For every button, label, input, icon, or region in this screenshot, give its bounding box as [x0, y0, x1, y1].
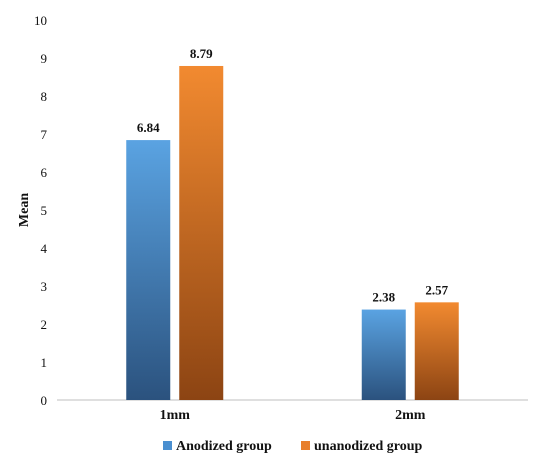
- y-tick-label: 3: [41, 279, 48, 294]
- legend: Anodized group unanodized group: [163, 439, 422, 454]
- legend-label-anodized: Anodized group: [176, 439, 272, 454]
- bar-series1-2mm: [414, 302, 459, 400]
- data-label: 8.79: [190, 46, 213, 61]
- bar-series0-2mm: [361, 309, 406, 400]
- y-tick-label: 2: [41, 317, 48, 332]
- y-tick-label: 7: [41, 127, 48, 142]
- y-axis-title: Mean: [17, 193, 32, 227]
- legend-swatch-anodized: [163, 441, 172, 450]
- x-axis-ticks: 1mm 2mm: [160, 408, 426, 423]
- legend-swatch-unanodized: [301, 441, 310, 450]
- y-tick-label: 4: [41, 241, 48, 256]
- bar-series1-1mm: [179, 65, 224, 400]
- x-tick-label: 2mm: [395, 408, 426, 423]
- y-tick-label: 6: [41, 165, 48, 180]
- x-tick-label: 1mm: [160, 408, 191, 423]
- y-tick-label: 1: [41, 355, 48, 370]
- y-tick-label: 0: [41, 393, 48, 408]
- y-tick-label: 9: [41, 51, 48, 66]
- y-tick-label: 5: [41, 203, 48, 218]
- y-tick-label: 10: [34, 13, 47, 28]
- data-label: 2.57: [425, 282, 448, 297]
- bars-group: [126, 65, 459, 400]
- legend-label-unanodized: unanodized group: [314, 439, 422, 454]
- y-axis-ticks: 0 1 2 3 4 5 6 7 8 9 10: [34, 13, 48, 408]
- bar-series0-1mm: [126, 140, 171, 400]
- data-labels-group: 6.84 8.79 2.38 2.57: [137, 46, 449, 305]
- data-label: 2.38: [372, 290, 395, 305]
- y-tick-label: 8: [41, 89, 48, 104]
- data-label: 6.84: [137, 120, 160, 135]
